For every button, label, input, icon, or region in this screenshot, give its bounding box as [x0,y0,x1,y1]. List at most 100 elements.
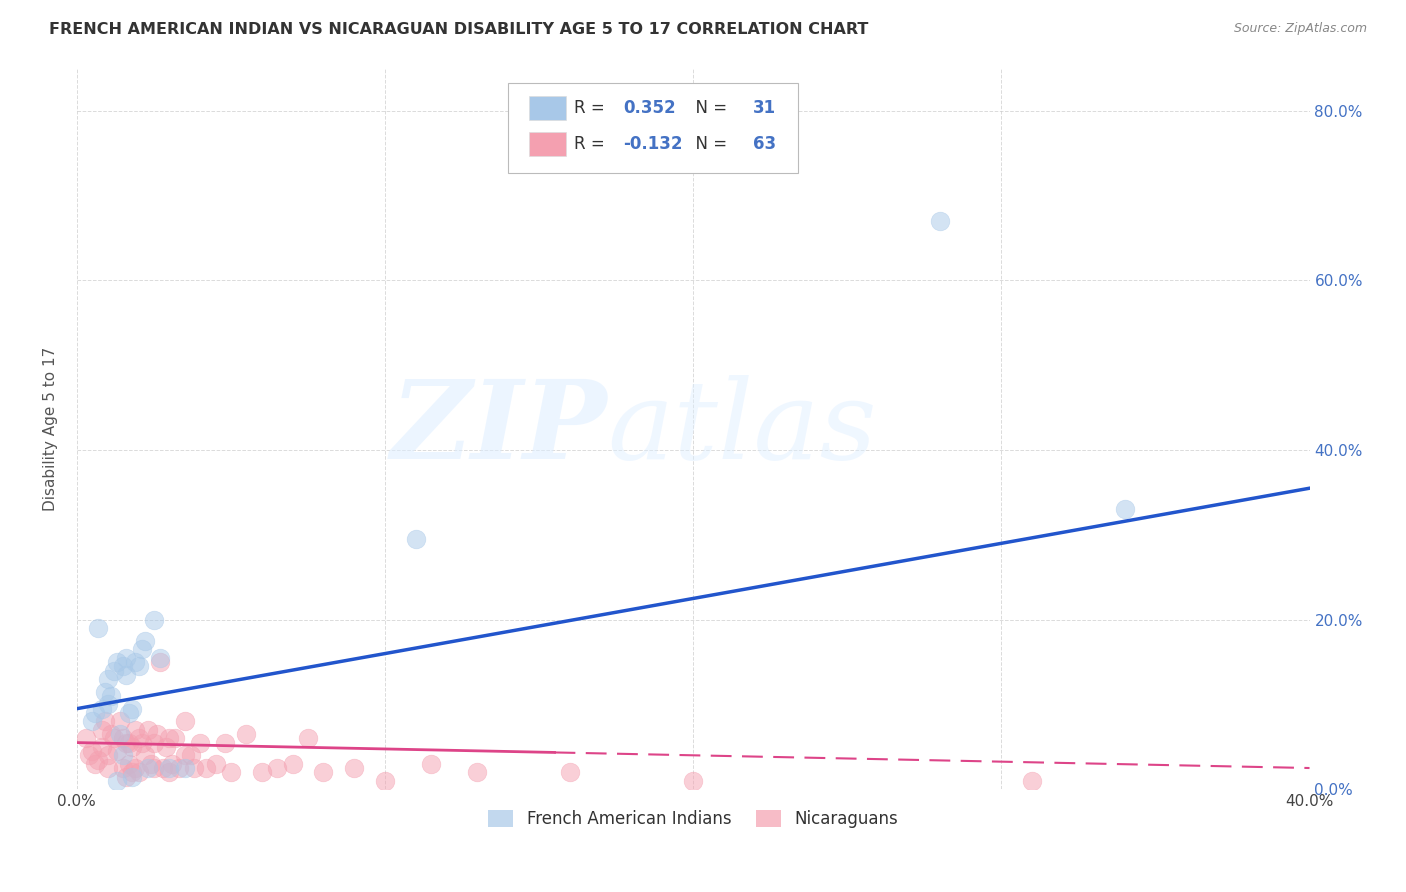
Point [121,739,143,754]
Point [121,770,143,784]
Point [115,667,138,681]
Point [149,655,172,669]
Text: FRENCH AMERICAN INDIAN VS NICARAGUAN DISABILITY AGE 5 TO 17 CORRELATION CHART: FRENCH AMERICAN INDIAN VS NICARAGUAN DIS… [49,22,869,37]
Point [108,714,131,729]
Point [173,748,195,763]
Point [173,761,195,775]
Point [136,761,159,775]
Point [420,756,443,771]
Point [1114,502,1136,516]
Point [131,735,153,749]
Point [146,727,169,741]
Point [165,731,187,746]
Point [173,714,195,729]
Point [90,739,112,754]
Point [136,723,159,737]
Point [97,748,120,763]
Text: R =: R = [574,99,610,117]
Point [118,735,141,749]
Point [124,761,146,775]
Text: R =: R = [574,136,610,153]
Text: 0.352: 0.352 [623,99,676,117]
Point [155,739,177,754]
Point [281,756,304,771]
Point [180,748,202,763]
Point [112,761,135,775]
Point [558,765,581,780]
Point [105,655,128,669]
Text: ZIP: ZIP [391,376,607,483]
Point [157,765,180,780]
FancyBboxPatch shape [529,132,565,156]
Point [100,689,122,703]
Point [467,765,489,780]
FancyBboxPatch shape [509,83,799,173]
Point [105,773,128,788]
Point [214,735,236,749]
Point [118,756,141,771]
Text: atlas: atlas [607,376,876,483]
Point [235,727,257,741]
Point [108,727,131,741]
Text: N =: N = [685,99,733,117]
Text: Source: ZipAtlas.com: Source: ZipAtlas.com [1233,22,1367,36]
Point [87,621,110,635]
Point [266,761,288,775]
Point [250,765,273,780]
Point [93,684,115,698]
Point [84,706,107,720]
Point [90,723,112,737]
Point [312,765,335,780]
Point [112,659,135,673]
Text: -0.132: -0.132 [623,136,683,153]
Point [142,761,165,775]
Text: 31: 31 [752,99,776,117]
Point [128,765,150,780]
Point [124,655,146,669]
Point [142,613,165,627]
Point [219,765,242,780]
Point [103,664,125,678]
Point [374,773,396,788]
Point [121,765,143,780]
Point [134,633,156,648]
Point [82,744,104,758]
Point [297,731,319,746]
Point [928,214,950,228]
Point [87,753,110,767]
Point [112,731,135,746]
Point [131,642,153,657]
Point [97,698,120,712]
Point [167,761,190,775]
Point [682,773,704,788]
Point [152,761,174,775]
Point [343,761,366,775]
Point [149,650,172,665]
Point [93,714,115,729]
Point [124,723,146,737]
Point [103,731,125,746]
FancyBboxPatch shape [529,96,565,120]
Point [84,756,107,771]
Point [128,731,150,746]
Point [97,761,120,775]
Point [128,659,150,673]
Point [162,756,184,771]
Point [77,748,100,763]
Point [183,761,205,775]
Point [157,731,180,746]
Point [134,748,156,763]
Point [188,735,211,749]
Point [82,714,104,729]
Point [204,756,226,771]
Point [75,731,97,746]
Point [105,744,128,758]
Point [115,735,138,749]
Point [118,706,141,720]
Point [100,727,122,741]
Point [139,756,162,771]
Point [157,761,180,775]
Point [121,701,143,715]
Point [112,748,135,763]
Text: 63: 63 [752,136,776,153]
